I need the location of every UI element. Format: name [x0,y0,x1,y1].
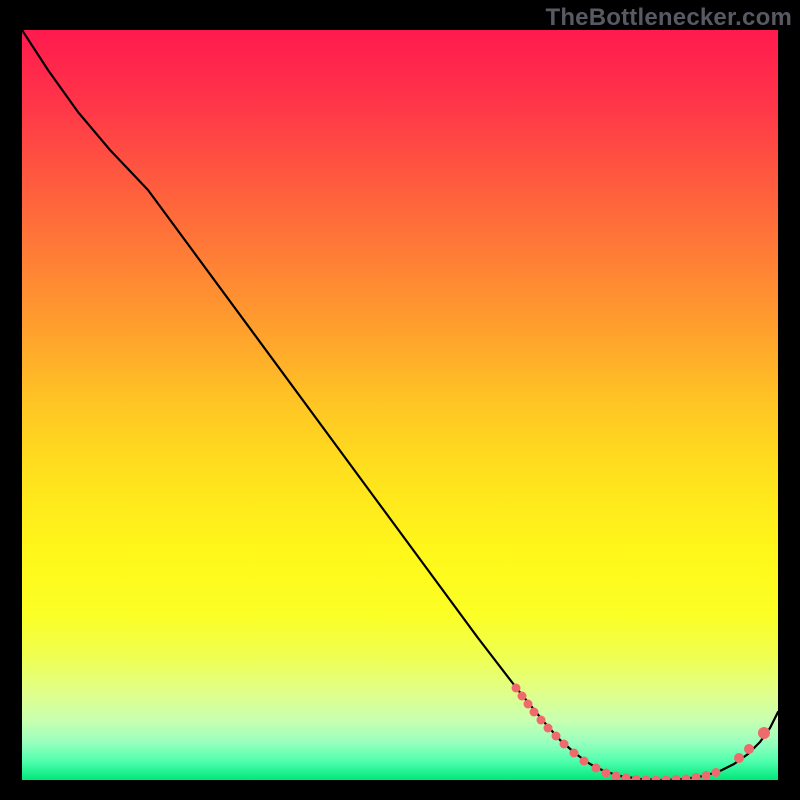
data-marker [632,775,641,784]
data-marker [712,768,721,777]
data-marker [602,769,611,778]
chart-container: { "watermark": "TheBottlenecker.com", "c… [0,0,800,800]
data-marker [702,771,711,780]
data-marker [580,757,589,766]
data-marker [682,775,691,784]
data-marker [642,776,651,785]
data-marker [552,732,561,741]
data-marker [744,744,754,754]
data-marker [570,749,579,758]
data-marker [662,776,671,785]
data-marker [622,774,631,783]
watermark-text: TheBottlenecker.com [545,4,792,32]
data-marker [560,740,569,749]
data-marker [512,684,521,693]
plot-background [22,30,778,780]
data-marker [518,692,527,701]
data-marker [592,764,601,773]
data-marker [758,727,770,739]
data-marker [692,773,701,782]
data-marker [612,772,621,781]
data-marker [652,776,661,785]
data-marker [524,700,533,709]
data-marker [734,753,744,763]
data-marker [672,775,681,784]
bottleneck-chart [0,0,800,800]
data-marker [544,724,553,733]
data-marker [537,716,546,725]
data-marker [530,708,539,717]
